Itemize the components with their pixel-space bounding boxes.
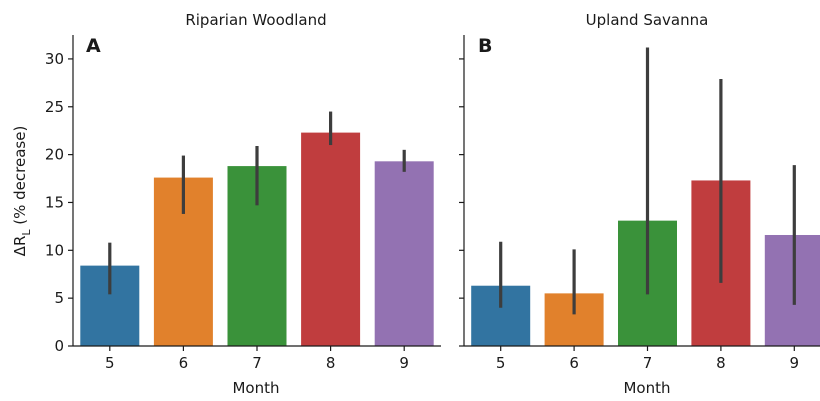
- y-tick-label: 25: [45, 98, 64, 116]
- x-tick-label: 7: [643, 354, 653, 372]
- panel-a-title: Riparian Woodland: [185, 11, 326, 29]
- bar-month-8: [301, 132, 361, 346]
- panel-upland-savanna: Upland Savanna B 5 6 7 8 9 Month: [459, 11, 820, 397]
- panel-a-label: A: [86, 35, 101, 57]
- y-tick-label: 20: [45, 146, 64, 164]
- x-tick-label: 9: [399, 354, 409, 372]
- x-tick-label: 6: [179, 354, 189, 372]
- panel-b-bars: [471, 180, 820, 346]
- panel-a-y-ticks: 0 5 10 15 20 25 30: [45, 50, 73, 355]
- panel-a-bars: [80, 132, 434, 346]
- panel-b-title: Upland Savanna: [586, 11, 709, 29]
- panel-b-x-ticks: 5 6 7 8 9: [496, 346, 799, 372]
- y-tick-label: 15: [45, 193, 64, 211]
- y-axis-label: ΔRL (% decrease): [11, 126, 33, 257]
- x-tick-label: 6: [569, 354, 579, 372]
- x-tick-label: 5: [105, 354, 115, 372]
- x-tick-label: 5: [496, 354, 506, 372]
- y-axis-label-main: ΔR: [11, 236, 29, 257]
- panel-a-x-axis-label: Month: [232, 379, 279, 397]
- y-axis-label-suffix: (% decrease): [11, 126, 29, 230]
- x-tick-label: 8: [326, 354, 336, 372]
- x-tick-label: 7: [252, 354, 262, 372]
- panel-a-error-bars: [108, 111, 406, 295]
- x-tick-label: 8: [716, 354, 726, 372]
- y-tick-label: 30: [45, 50, 64, 68]
- y-tick-label: 5: [54, 289, 64, 307]
- panel-riparian-woodland: Riparian Woodland A 0 5 10 15 20 25 30 5 6 7 8 9 M…: [11, 11, 441, 397]
- x-tick-label: 9: [790, 354, 800, 372]
- panel-b-error-bars: [499, 47, 796, 315]
- bar-month-9: [764, 234, 820, 346]
- panel-b-x-axis-label: Month: [623, 379, 670, 397]
- y-axis-label-subscript: L: [20, 229, 33, 236]
- panel-b-y-ticks: [459, 58, 464, 347]
- bar-month-9: [374, 161, 434, 346]
- y-tick-label: 10: [45, 241, 64, 259]
- panel-a-x-ticks: 5 6 7 8 9: [105, 346, 409, 372]
- y-tick-label: 0: [54, 337, 64, 355]
- panel-b-label: B: [478, 35, 492, 57]
